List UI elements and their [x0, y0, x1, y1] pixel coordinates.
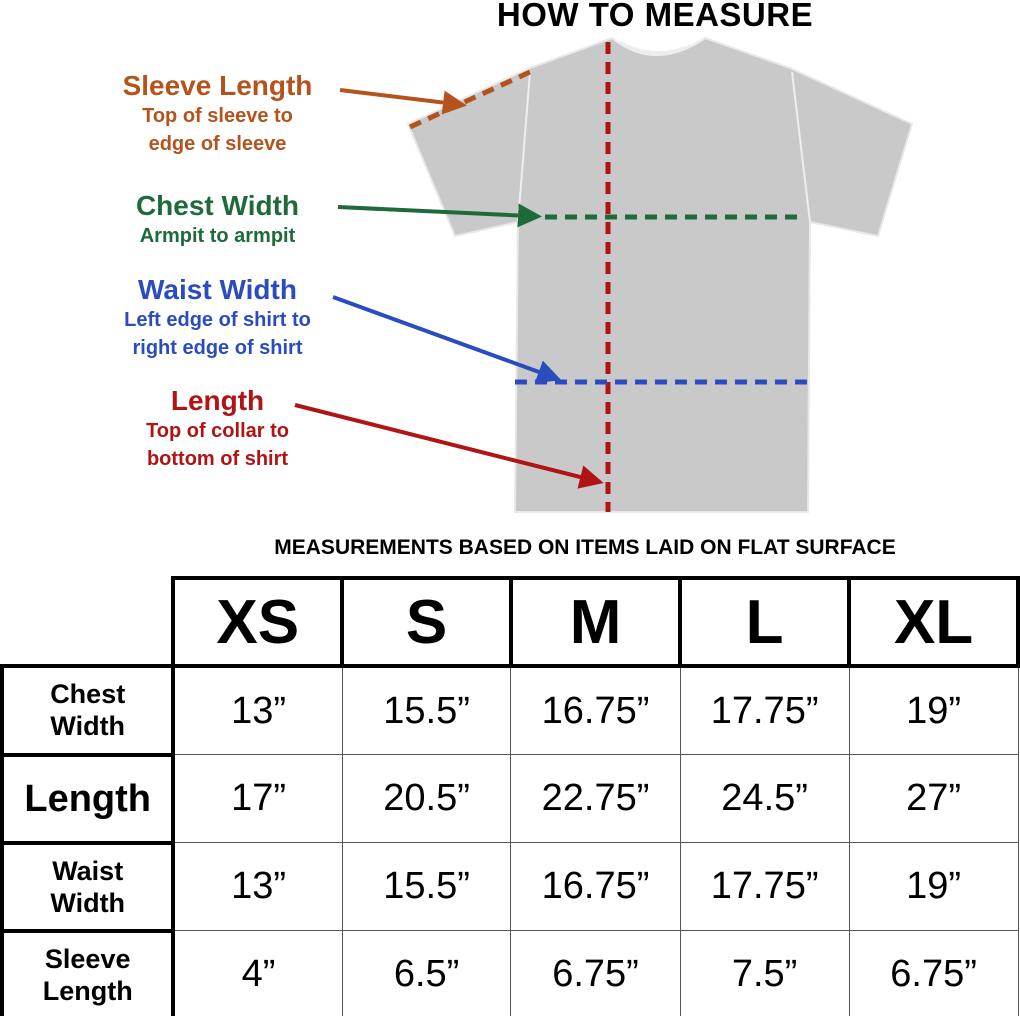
row-label-line: Waist: [52, 855, 124, 886]
page-title: HOW TO MEASURE: [496, 0, 814, 33]
waist-heading: Waist Width: [138, 274, 297, 305]
row-label-sleeve: Sleeve Length: [0, 928, 176, 1016]
row-label-waist: Waist Width: [0, 840, 176, 933]
row-label-line: Sleeve: [44, 943, 131, 974]
size-xs: XS: [171, 576, 345, 668]
row-label-line: Chest: [50, 679, 126, 710]
sleeve-measure-line: [408, 69, 532, 130]
row-label-line: Width: [50, 887, 126, 918]
sleeve-desc-2: edge of sleeve: [148, 133, 287, 155]
sleeve-arrow: [339, 88, 467, 115]
tshirt-shape: [406, 36, 914, 513]
chest-label: Chest Width Armpit to armpit: [90, 190, 345, 250]
waist-label: Waist Width Left edge of shirt to right …: [90, 274, 345, 362]
value-cell: 15.5”: [341, 665, 512, 755]
empty-corner: [2, 578, 173, 666]
value-cell: 20.5”: [341, 754, 512, 843]
waist-desc-2: right edge of shirt: [132, 337, 303, 359]
row-label-line: Width: [50, 711, 126, 742]
size-s: S: [340, 576, 513, 668]
value-cell: 24.5”: [679, 754, 850, 843]
value-cell: 22.75”: [510, 754, 681, 843]
table-row: Sleeve Length 4” 6.5” 6.75” 7.5” 6.75”: [0, 928, 1019, 1016]
sleeve-heading: Sleeve Length: [122, 70, 313, 101]
value-cell: 16.75”: [510, 842, 681, 931]
size-l: L: [678, 576, 852, 668]
value-cell: 13”: [172, 842, 343, 931]
row-label-line: Length: [42, 975, 133, 1006]
size-header-row: XS S M L XL: [2, 576, 1020, 668]
value-cell: 19”: [848, 842, 1019, 931]
value-cell: 17.75”: [679, 665, 850, 755]
size-xl: XL: [847, 576, 1020, 668]
sleeve-label: Sleeve Length Top of sleeve to edge of s…: [90, 70, 345, 158]
size-table: XS S M L XL Chest Width 13” 15.5” 16.75” …: [0, 576, 1020, 1016]
value-cell: 17”: [172, 754, 343, 843]
value-cell: 19”: [848, 665, 1019, 755]
table-row: Length 17” 20.5” 22.75” 24.5” 27”: [0, 752, 1019, 845]
table-row: Waist Width 13” 15.5” 16.75” 17.75” 19”: [0, 840, 1019, 933]
size-m: M: [508, 576, 683, 668]
value-cell: 7.5”: [679, 930, 850, 1016]
length-label: Length Top of collar to bottom of shirt: [90, 385, 345, 473]
waist-arrow: [332, 295, 562, 384]
length-arrow: [294, 403, 604, 489]
value-cell: 16.75”: [510, 665, 681, 755]
value-cell: 4”: [172, 930, 343, 1016]
value-cell: 13”: [172, 665, 343, 755]
value-cell: 6.75”: [510, 930, 681, 1016]
table-row: Chest Width 13” 15.5” 16.75” 17.75” 19”: [0, 664, 1019, 757]
length-desc-2: bottom of shirt: [146, 448, 289, 470]
value-cell: 6.75”: [848, 930, 1019, 1016]
value-cell: 17.75”: [679, 842, 850, 931]
value-cell: 15.5”: [341, 842, 512, 931]
row-label-chest: Chest Width: [0, 664, 176, 757]
value-cell: 6.5”: [341, 930, 512, 1016]
value-cell: 27”: [848, 754, 1019, 843]
length-heading: Length: [170, 385, 265, 416]
shirt-diagram: [294, 36, 914, 513]
measurement-note: MEASUREMENTS BASED ON ITEMS LAID ON FLAT…: [274, 536, 896, 559]
chest-desc-1: Armpit to armpit: [139, 225, 296, 247]
sleeve-desc-1: Top of sleeve to: [142, 105, 293, 127]
length-desc-1: Top of collar to: [146, 420, 289, 442]
chest-heading: Chest Width: [135, 190, 300, 221]
waist-desc-1: Left edge of shirt to: [124, 309, 311, 331]
row-label-length: Length: [0, 752, 176, 845]
chest-arrow: [337, 203, 542, 228]
